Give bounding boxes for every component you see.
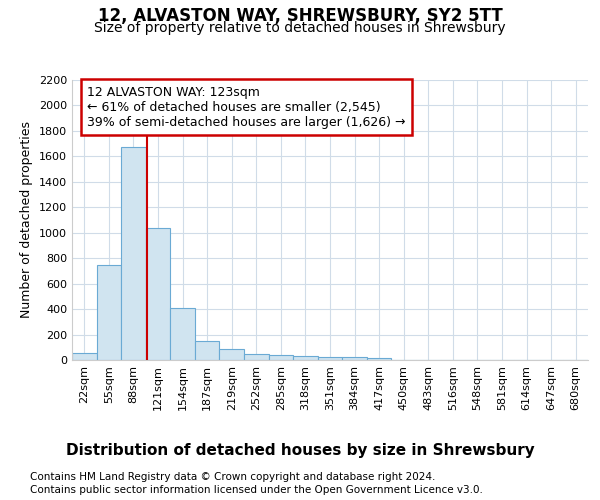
Bar xyxy=(293,356,318,360)
Bar xyxy=(121,148,146,360)
Text: Distribution of detached houses by size in Shrewsbury: Distribution of detached houses by size … xyxy=(65,442,535,458)
Bar xyxy=(269,355,293,360)
Text: 12, ALVASTON WAY, SHREWSBURY, SY2 5TT: 12, ALVASTON WAY, SHREWSBURY, SY2 5TT xyxy=(98,8,502,26)
Text: 12 ALVASTON WAY: 123sqm
← 61% of detached houses are smaller (2,545)
39% of semi: 12 ALVASTON WAY: 123sqm ← 61% of detache… xyxy=(88,86,406,128)
Text: Contains HM Land Registry data © Crown copyright and database right 2024.: Contains HM Land Registry data © Crown c… xyxy=(30,472,436,482)
Bar xyxy=(318,358,342,360)
Bar xyxy=(342,358,367,360)
Bar xyxy=(244,354,269,360)
Bar xyxy=(195,341,220,360)
Text: Size of property relative to detached houses in Shrewsbury: Size of property relative to detached ho… xyxy=(94,21,506,35)
Bar xyxy=(72,353,97,360)
Bar xyxy=(170,308,195,360)
Bar xyxy=(367,358,391,360)
Text: Contains public sector information licensed under the Open Government Licence v3: Contains public sector information licen… xyxy=(30,485,483,495)
Bar xyxy=(220,349,244,360)
Bar xyxy=(97,265,121,360)
Bar xyxy=(146,228,170,360)
Y-axis label: Number of detached properties: Number of detached properties xyxy=(20,122,34,318)
